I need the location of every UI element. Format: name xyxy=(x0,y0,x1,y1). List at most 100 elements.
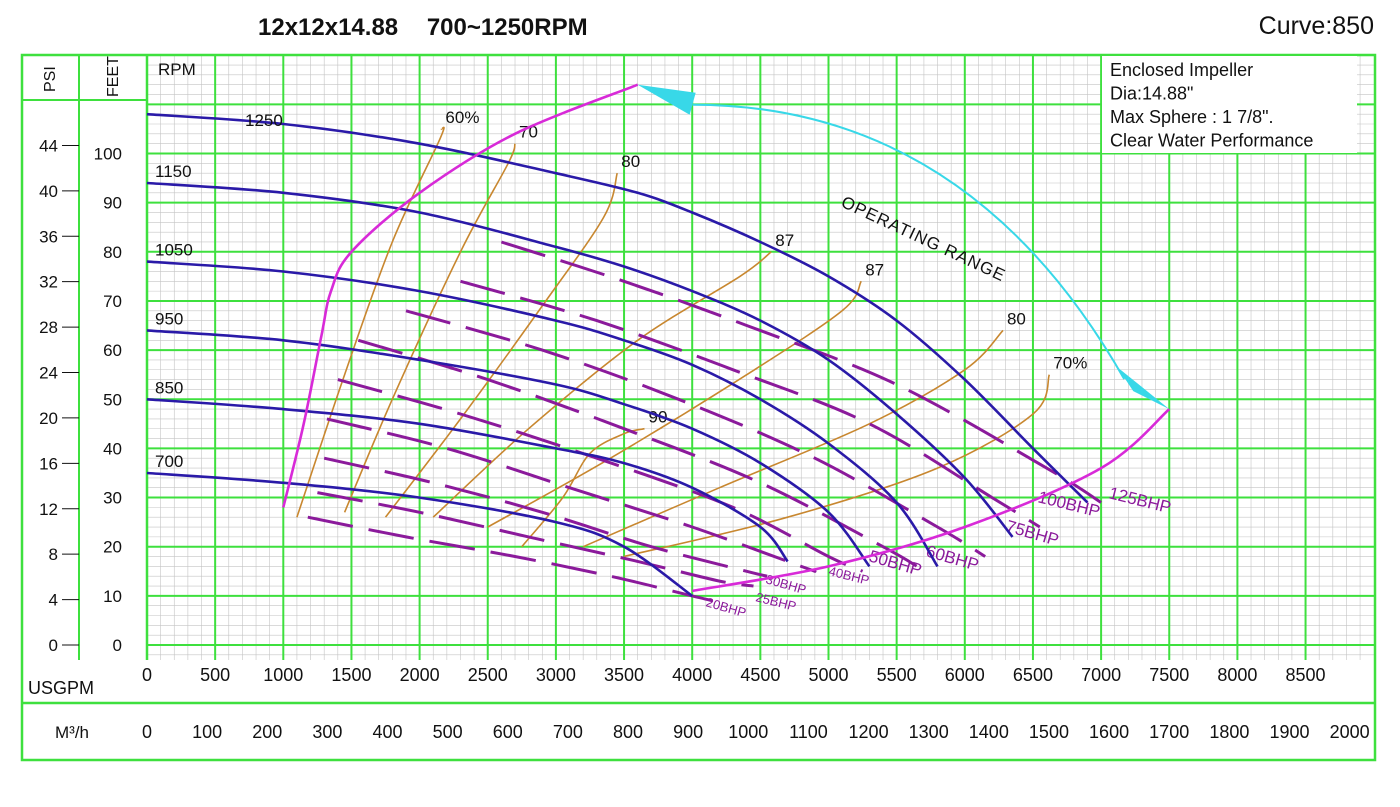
envelope-bottom xyxy=(691,408,1171,593)
gpm-tick-label: 7500 xyxy=(1149,665,1189,685)
gpm-tick-label: 3000 xyxy=(536,665,576,685)
feet-tick-label: 60 xyxy=(103,341,122,360)
major-grid xyxy=(146,55,1375,660)
bhp-label: 100BHP xyxy=(1036,487,1102,521)
m3h-tick-label: 1500 xyxy=(1029,722,1069,742)
feet-tick-label: 100 xyxy=(94,145,122,164)
efficiency-label: 80 xyxy=(621,152,640,171)
bhp-line xyxy=(357,338,918,568)
bhp-label: 40BHP xyxy=(827,563,871,588)
m3h-tick-label: 1200 xyxy=(849,722,889,742)
gpm-tick-label: 4000 xyxy=(672,665,712,685)
psi-tick-label: 24 xyxy=(39,364,58,383)
bhp-line xyxy=(323,456,768,578)
operating-range-arrowhead xyxy=(637,84,696,115)
rpm-label: 850 xyxy=(155,378,183,397)
efficiency-label: 90 xyxy=(648,408,667,427)
operating-envelope xyxy=(282,83,1171,593)
gpm-tick-label: 8500 xyxy=(1286,665,1326,685)
curve-number: Curve:850 xyxy=(1258,12,1374,40)
efficiency-line xyxy=(296,126,445,518)
feet-tick-label: 30 xyxy=(103,489,122,508)
psi-axis-label: PSI xyxy=(42,66,59,92)
feet-tick-label: 80 xyxy=(103,243,122,262)
m3h-tick-label: 300 xyxy=(312,722,342,742)
info-line: Max Sphere : 1 7/8". xyxy=(1110,107,1273,127)
gpm-tick-label: 4500 xyxy=(740,665,780,685)
psi-tick-label: 8 xyxy=(49,545,58,564)
rpm-header-label: RPM xyxy=(158,60,196,79)
gpm-tick-label: 1000 xyxy=(263,665,303,685)
gpm-tick-label: 6000 xyxy=(945,665,985,685)
psi-tick-label: 28 xyxy=(39,318,58,337)
rpm-label: 950 xyxy=(155,309,183,328)
curve-labels: 1250 1150 1050 950 850 700 xyxy=(155,111,283,471)
gpm-tick-label: 1500 xyxy=(331,665,371,685)
m3h-tick-label: 700 xyxy=(553,722,583,742)
m3h-tick-label: 1100 xyxy=(789,722,828,742)
efficiency-label: 60% xyxy=(445,108,479,127)
bhp-line xyxy=(460,279,1041,529)
psi-tick-label: 4 xyxy=(49,591,58,610)
rpm-curve xyxy=(146,181,1014,538)
feet-tick-label: 40 xyxy=(103,439,122,458)
m3h-tick-label: 1600 xyxy=(1089,722,1129,742)
efficiency-line xyxy=(343,143,516,513)
gpm-tick-label: 2500 xyxy=(468,665,508,685)
psi-tick-label: 40 xyxy=(39,182,58,201)
efficiency-line xyxy=(487,280,862,528)
efficiency-line xyxy=(384,172,618,518)
m3h-tick-label: 500 xyxy=(433,722,463,742)
psi-tick-label: 12 xyxy=(39,500,58,519)
feet-tick-label: 10 xyxy=(103,587,122,606)
gpm-tick-label: 500 xyxy=(200,665,230,685)
info-line: Enclosed Impeller xyxy=(1110,60,1253,80)
m3h-tick-label: 1700 xyxy=(1149,722,1189,742)
chart-title: 12x12x14.88 700~1250RPM xyxy=(258,14,588,41)
rpm-curves xyxy=(146,112,1089,597)
tick-labels: PSI FEET RPMUSGPMM³/h010203040506070809010… xyxy=(28,56,1370,742)
psi-tick-label: 32 xyxy=(39,273,58,292)
bhp-label: 50BHP xyxy=(867,547,924,580)
rpm-label: 1250 xyxy=(245,111,283,130)
m3h-tick-label: 1000 xyxy=(728,722,768,742)
efficiency-label: 70 xyxy=(519,123,538,142)
efficiency-label: 87 xyxy=(865,260,884,279)
rpm-curve xyxy=(146,112,1089,504)
efficiency-label: 87 xyxy=(775,231,794,250)
feet-tick-label: 90 xyxy=(103,194,122,213)
rpm-curve xyxy=(146,260,939,568)
envelope-left xyxy=(282,83,639,508)
psi-tick-label: 36 xyxy=(39,227,58,246)
bhp-line xyxy=(326,417,817,573)
operating-range-line xyxy=(692,103,1126,380)
bhp-label: 20BHP xyxy=(704,594,748,620)
bhp-line xyxy=(337,378,864,573)
gpm-tick-label: 5000 xyxy=(808,665,848,685)
gpm-tick-label: 3500 xyxy=(604,665,644,685)
m3h-tick-label: 400 xyxy=(372,722,402,742)
m3h-tick-label: 1400 xyxy=(969,722,1009,742)
m3h-tick-label: 1800 xyxy=(1209,722,1249,742)
rpm-curve xyxy=(146,329,871,568)
m3h-tick-label: 1300 xyxy=(909,722,949,742)
m3h-tick-label: 900 xyxy=(673,722,703,742)
m3h-tick-label: 100 xyxy=(192,722,222,742)
rpm-curve xyxy=(146,398,789,563)
m3h-tick-label: 0 xyxy=(142,722,152,742)
efficiency-label: 70% xyxy=(1053,354,1087,373)
info-box: Enclosed Impeller Dia:14.88" Max Sphere : … xyxy=(1102,56,1357,153)
gpm-tick-label: 5500 xyxy=(877,665,917,685)
m3h-tick-label: 800 xyxy=(613,722,643,742)
outer-frame xyxy=(20,53,1377,762)
rpm-curve xyxy=(146,471,693,597)
gpm-tick-label: 2000 xyxy=(400,665,440,685)
m3h-tick-label: 2000 xyxy=(1330,722,1370,742)
gpm-tick-label: 6500 xyxy=(1013,665,1053,685)
rpm-label: 700 xyxy=(155,452,183,471)
psi-tick-label: 0 xyxy=(49,636,58,655)
info-box-bg xyxy=(1102,56,1357,153)
efficiency-line xyxy=(432,251,772,518)
bhp-line xyxy=(307,515,713,603)
